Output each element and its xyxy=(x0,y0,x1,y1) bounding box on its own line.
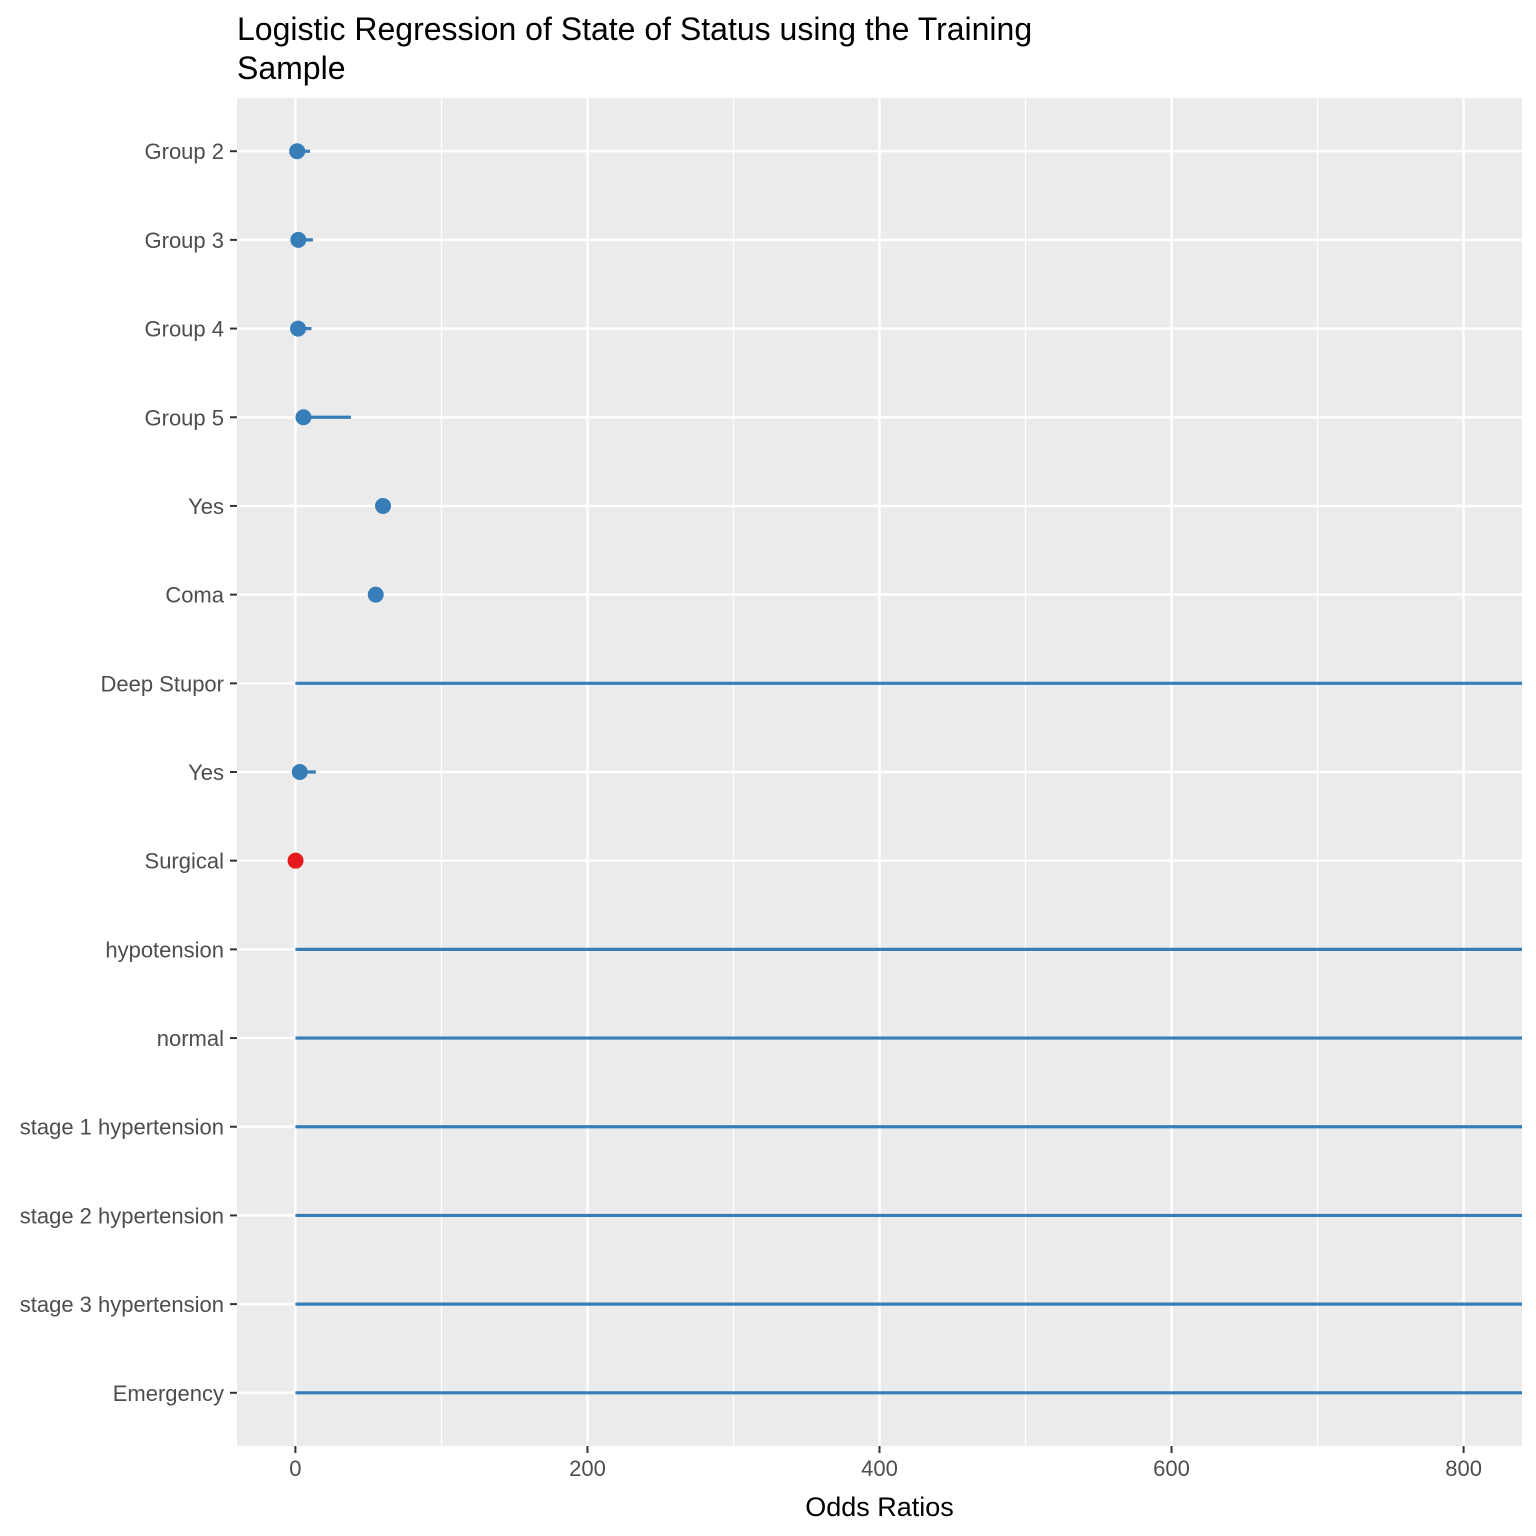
y-axis: Group 2 Group 3 Group 4 Group 5 Yes Coma Deep … xyxy=(20,139,237,1406)
y-tick-label: stage 2 hypertension xyxy=(20,1203,224,1228)
point-estimate xyxy=(290,320,307,337)
y-tick-label: Group 2 xyxy=(145,139,225,164)
y-tick-label: Emergency xyxy=(113,1381,224,1406)
point-estimate xyxy=(375,497,392,514)
point-estimate xyxy=(295,409,312,426)
x-axis: 0 200 400 600 800 xyxy=(289,1446,1482,1481)
x-tick-label: 600 xyxy=(1153,1456,1190,1481)
y-tick-label: stage 3 hypertension xyxy=(20,1292,224,1317)
y-tick-label: Deep Stupor xyxy=(100,671,224,696)
y-tick-label: Yes xyxy=(188,760,224,785)
x-axis-title: Odds Ratios xyxy=(805,1492,954,1522)
y-tick-label: hypotension xyxy=(105,937,224,962)
x-tick-label: 400 xyxy=(861,1456,898,1481)
y-tick-label: normal xyxy=(157,1026,224,1051)
y-tick-label: Group 3 xyxy=(145,228,225,253)
point-estimate xyxy=(289,143,306,160)
y-tick-label: Group 5 xyxy=(145,405,225,430)
point-estimate xyxy=(367,586,384,603)
y-tick-label: Group 4 xyxy=(145,317,225,342)
x-tick-label: 800 xyxy=(1445,1456,1482,1481)
point-estimate xyxy=(290,231,307,248)
point-estimate xyxy=(291,764,308,780)
chart-title: Logistic Regression of State of Status u… xyxy=(237,11,1033,86)
y-tick-label: Surgical xyxy=(145,849,224,874)
x-tick-label: 0 xyxy=(289,1456,301,1481)
y-tick-label: Coma xyxy=(165,583,224,608)
chart-marks xyxy=(287,143,1522,1395)
y-tick-label: stage 1 hypertension xyxy=(20,1115,224,1140)
point-estimate xyxy=(287,852,304,869)
x-tick-label: 200 xyxy=(569,1456,606,1481)
y-tick-label: Yes xyxy=(188,494,224,519)
